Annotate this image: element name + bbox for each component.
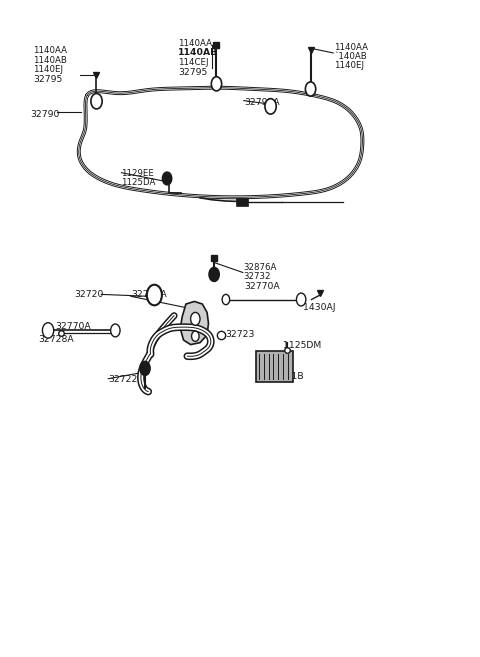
Text: 1140AA: 1140AA <box>33 47 67 55</box>
Text: 32723: 32723 <box>225 330 254 340</box>
Text: 1430AJ: 1430AJ <box>302 303 335 311</box>
Circle shape <box>91 93 102 109</box>
Text: 32795: 32795 <box>33 76 62 85</box>
Bar <box>256 351 293 382</box>
Circle shape <box>110 324 120 337</box>
Circle shape <box>192 331 199 342</box>
Text: 1140AA: 1140AA <box>178 39 212 48</box>
Text: 1140AB: 1140AB <box>178 48 218 57</box>
Text: 1129EE: 1129EE <box>121 169 155 178</box>
Circle shape <box>265 99 276 114</box>
Circle shape <box>297 293 306 306</box>
Text: 1125DA: 1125DA <box>121 178 156 187</box>
Text: 32721B: 32721B <box>268 373 304 381</box>
Polygon shape <box>180 302 208 345</box>
Text: 1125DM: 1125DM <box>283 342 322 350</box>
Circle shape <box>42 323 54 338</box>
Circle shape <box>305 82 316 96</box>
Text: 32770A: 32770A <box>56 322 91 331</box>
Text: 32876A: 32876A <box>244 263 277 272</box>
Circle shape <box>222 294 229 305</box>
Text: 32732: 32732 <box>244 273 271 281</box>
Circle shape <box>209 267 219 281</box>
Text: 1140AB: 1140AB <box>33 55 67 64</box>
Text: 32760A: 32760A <box>131 290 167 299</box>
Bar <box>236 198 248 206</box>
Text: 32795: 32795 <box>178 68 207 77</box>
Text: 32728A: 32728A <box>39 335 74 344</box>
Text: 1140EJ: 1140EJ <box>334 61 364 70</box>
Text: 32795A: 32795A <box>245 98 280 107</box>
Text: 32720: 32720 <box>74 290 104 299</box>
Text: 32790: 32790 <box>31 110 60 118</box>
Text: `140AB: `140AB <box>334 53 367 61</box>
Circle shape <box>211 77 222 91</box>
Text: 114CEJ: 114CEJ <box>178 58 208 67</box>
Text: 1140EJ: 1140EJ <box>33 64 63 74</box>
Text: 1140AA: 1140AA <box>334 43 368 53</box>
Circle shape <box>140 361 150 376</box>
Circle shape <box>147 284 162 306</box>
Circle shape <box>191 313 200 325</box>
Text: 32722: 32722 <box>108 375 138 384</box>
Circle shape <box>162 172 172 185</box>
Text: 32770A: 32770A <box>244 282 279 291</box>
